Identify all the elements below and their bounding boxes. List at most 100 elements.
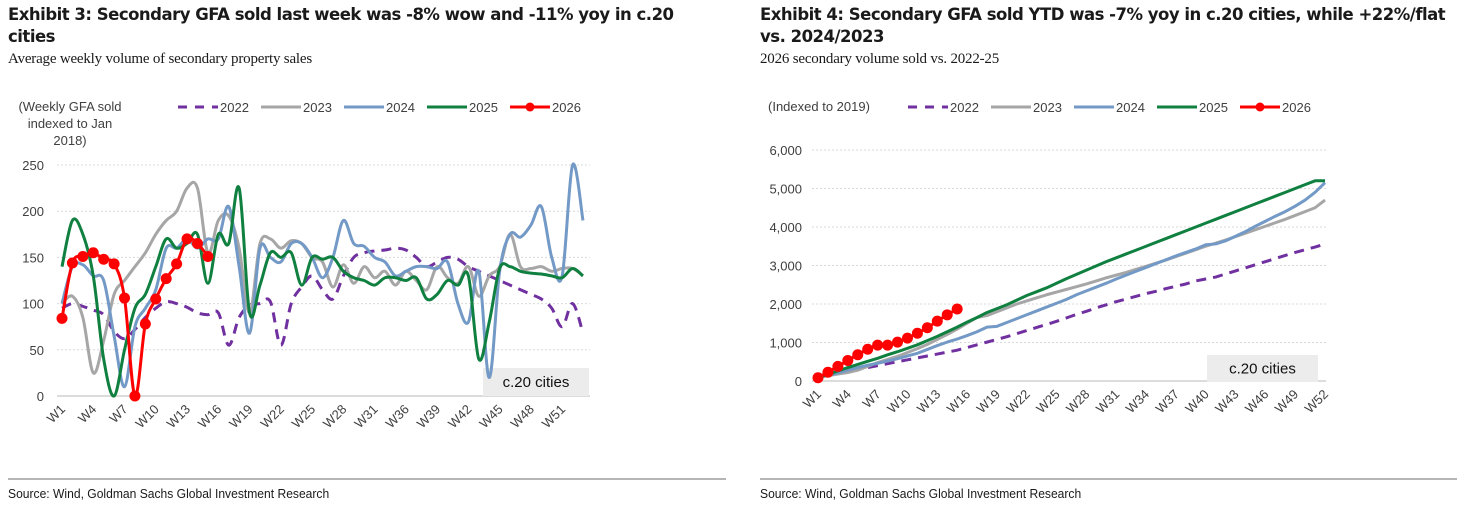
x-tick-label: W31 (351, 402, 381, 432)
series-2026-marker (181, 233, 193, 245)
series-2026-marker (862, 343, 874, 355)
x-tick-label: W4 (830, 387, 854, 411)
series-2026-marker (77, 250, 89, 262)
series-2026-marker (171, 258, 183, 270)
y-tick-label: 100 (22, 297, 44, 312)
legend-item-2026: 2026 (1240, 100, 1311, 115)
x-tick-label: W28 (1063, 387, 1093, 417)
series-2024-line (817, 181, 1327, 379)
x-tick-label: W43 (1212, 387, 1242, 417)
series-2026-marker (882, 339, 894, 351)
x-tick-label: W1 (44, 402, 68, 426)
annotation-box (483, 368, 589, 396)
legend-label: 2023 (303, 100, 332, 115)
series-2022-line (817, 242, 1326, 379)
x-tick-label: W16 (944, 387, 974, 417)
legend-label: 2022 (220, 100, 249, 115)
series-2026-marker (872, 339, 884, 351)
series-2025-line (817, 179, 1325, 379)
y-tick-label: 5,000 (769, 182, 802, 197)
y-tick-label: 150 (22, 250, 44, 265)
exhibit-3-chart: (Weekly GFA sold indexed to Jan 2018) 0 50 10… (18, 99, 590, 432)
series-2023-line (60, 180, 584, 375)
y-axis-label: (Weekly GFA sold (18, 99, 121, 114)
x-tick-label: W19 (226, 402, 256, 432)
exhibit-3-divider (8, 478, 726, 480)
x-tick-label: W49 (1272, 387, 1302, 417)
legend-item-2026: 2026 (510, 100, 581, 115)
y-axis-label: indexed to Jan (28, 116, 113, 131)
series-2026-marker (191, 238, 203, 250)
x-tick-label: W25 (289, 402, 319, 432)
x-tick-label: W31 (1093, 387, 1123, 417)
y-tick-label: 1,000 (769, 336, 802, 351)
x-tick-label: W37 (1152, 387, 1182, 417)
exhibit-4-source: Source: Wind, Goldman Sachs Global Inves… (760, 486, 1082, 501)
legend-item-2024: 2024 (344, 100, 415, 115)
x-tick-label: W13 (164, 402, 194, 432)
x-tick-label: W1 (800, 387, 824, 411)
legend-item-2025: 2025 (1157, 100, 1228, 115)
x-tick-label: W7 (106, 402, 130, 426)
y-tick-label: 0 (795, 374, 802, 389)
y-axis-label: 2018) (53, 133, 86, 148)
y-axis-label: (Indexed to 2019) (768, 99, 870, 114)
legend-label: 2024 (386, 100, 415, 115)
series-2026-marker (941, 309, 953, 321)
y-tick-label: 0 (37, 389, 44, 404)
y-tick-label: 4,000 (769, 220, 802, 235)
legend-label: 2023 (1033, 100, 1062, 115)
y-tick-label: 250 (22, 158, 44, 173)
exhibit-3-panel: Exhibit 3: Secondary GFA sold last week … (8, 5, 726, 501)
exhibit-4-chart: (Indexed to 2019) 0 1,000 2,000 3,000 4,000 5,… (768, 99, 1332, 417)
legend-label: 2022 (950, 100, 979, 115)
legend-label: 2026 (1282, 100, 1311, 115)
x-tick-label: W13 (914, 387, 944, 417)
series-2026-marker (129, 390, 141, 402)
x-tick-label: W45 (476, 402, 506, 432)
y-tick-label: 6,000 (769, 143, 802, 158)
legend-label: 2025 (469, 100, 498, 115)
y-tick-label: 50 (30, 343, 44, 358)
y-tick-label: 200 (22, 204, 44, 219)
x-tick-label: W10 (884, 387, 914, 417)
x-tick-label: W7 (859, 387, 883, 411)
exhibit-3-source: Source: Wind, Goldman Sachs Global Inves… (8, 486, 330, 501)
x-tick-label: W10 (132, 402, 162, 432)
y-tick-label: 2,000 (769, 297, 802, 312)
series-2026-marker (150, 293, 162, 305)
legend-label: 2025 (1199, 100, 1228, 115)
x-tick-label: W52 (1302, 387, 1332, 417)
legend-item-2023: 2023 (261, 100, 332, 115)
x-tick-label: W25 (1033, 387, 1063, 417)
legend-label: 2024 (1116, 100, 1145, 115)
legend-label: 2026 (552, 100, 581, 115)
x-tick-label: W28 (320, 402, 350, 432)
legend-item-2025: 2025 (427, 100, 498, 115)
series-2026-marker (98, 253, 110, 265)
exhibit-4-divider (760, 478, 1457, 480)
series-2026-marker (892, 336, 904, 348)
series-2026-marker (108, 258, 120, 270)
x-tick-label: W39 (414, 402, 444, 432)
x-tick-label: W40 (1182, 387, 1212, 417)
series-2026-marker (66, 257, 78, 269)
exhibit-3-title: Exhibit 3: Secondary GFA sold last week … (8, 5, 674, 46)
series-2026-marker (832, 360, 844, 372)
series-2026-marker (119, 292, 131, 304)
x-tick-label: W34 (1123, 387, 1153, 417)
series-2026-marker (901, 332, 913, 344)
annotation-box (1207, 355, 1318, 382)
annotation-label: c.20 cities (1229, 361, 1296, 378)
series-2026-marker (812, 372, 824, 384)
series-2026-marker (139, 318, 151, 330)
exhibit-4-title: Exhibit 4: Secondary GFA sold YTD was -7… (760, 5, 1446, 46)
x-tick-label: W46 (1242, 387, 1272, 417)
x-tick-label: W22 (1003, 387, 1033, 417)
series-2026-marker (160, 273, 172, 285)
series-2026-marker (822, 366, 834, 378)
x-tick-label: W42 (445, 402, 475, 432)
x-tick-label: W4 (75, 402, 99, 426)
series-2026-marker (56, 312, 68, 324)
exhibit-3-subtitle: Average weekly volume of secondary prope… (8, 51, 312, 67)
